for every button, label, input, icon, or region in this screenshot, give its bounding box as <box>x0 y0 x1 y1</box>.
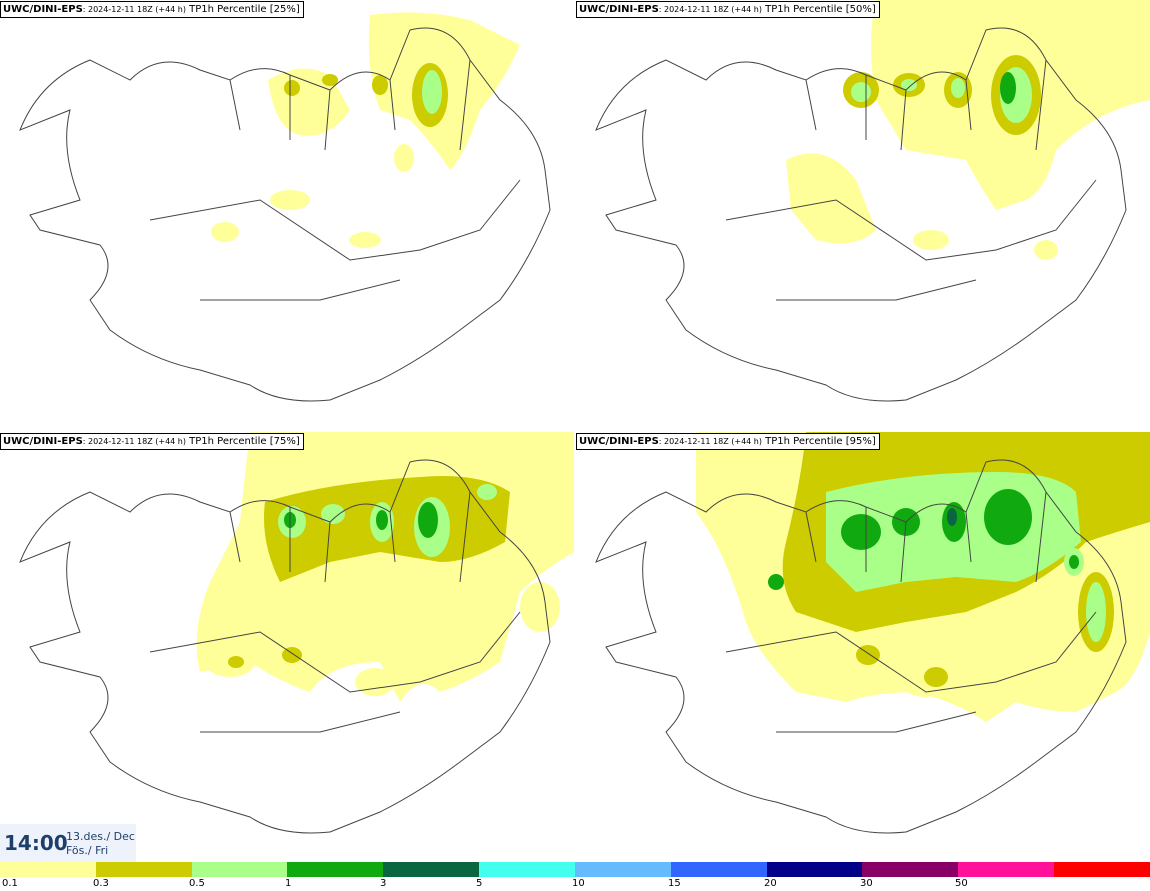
precip-fields <box>786 0 1150 260</box>
legend-label: 0.3 <box>93 878 109 889</box>
legend-swatch <box>670 862 767 877</box>
legend-label: 10 <box>572 878 585 889</box>
model-name: UWC/DINI-EPS <box>3 436 83 447</box>
map-panel-p25: UWC/DINI-EPS: 2024-12-11 18Z (+44 h) TP1… <box>0 0 574 430</box>
precip-map-p95 <box>595 432 1150 834</box>
panel-title-p25: UWC/DINI-EPS: 2024-12-11 18Z (+44 h) TP1… <box>0 1 304 18</box>
iceland-coastline <box>19 459 551 834</box>
precip-fields <box>211 12 520 248</box>
legend-labels: 0.1 0.3 0.5 1 3 5 10 15 20 30 50 <box>0 877 1150 891</box>
legend-label: 0.5 <box>189 878 205 889</box>
legend-swatch <box>191 862 288 877</box>
legend-swatch <box>287 862 384 877</box>
model-name: UWC/DINI-EPS <box>579 4 659 15</box>
legend-swatch <box>0 862 96 877</box>
field-name: TP1h Percentile [95%] <box>761 436 876 447</box>
legend-label: 20 <box>764 878 777 889</box>
legend-swatch <box>766 862 863 877</box>
model-name: UWC/DINI-EPS <box>579 436 659 447</box>
iceland-coastline <box>595 27 1127 402</box>
legend-swatch <box>958 862 1055 877</box>
legend-label: 50 <box>955 878 968 889</box>
legend-swatch <box>574 862 671 877</box>
run-info: : 2024-12-11 18Z (+44 h) <box>82 437 186 446</box>
precip-fields <box>196 432 574 702</box>
legend-color-bar <box>0 862 1150 877</box>
valid-time: 14:00 <box>4 831 68 855</box>
legend-label: 15 <box>668 878 681 889</box>
legend-label: 0.1 <box>2 878 18 889</box>
field-name: TP1h Percentile [50%] <box>761 4 876 15</box>
valid-date: 13.des./ Dec Fös./ Fri <box>66 830 135 858</box>
legend-label: 1 <box>285 878 292 889</box>
run-info: : 2024-12-11 18Z (+44 h) <box>658 437 762 446</box>
legend-swatch <box>862 862 959 877</box>
run-info: : 2024-12-11 18Z (+44 h) <box>82 5 186 14</box>
field-name: TP1h Percentile [75%] <box>185 436 300 447</box>
iceland-coastline <box>19 27 551 402</box>
legend-swatch <box>1054 862 1150 877</box>
color-legend: 0.1 0.3 0.5 1 3 5 10 15 20 30 50 <box>0 862 1150 891</box>
model-name: UWC/DINI-EPS <box>3 4 83 15</box>
map-panel-p95: UWC/DINI-EPS: 2024-12-11 18Z (+44 h) TP1… <box>576 432 1150 862</box>
legend-swatch <box>479 862 575 877</box>
legend-label: 5 <box>476 878 483 889</box>
precip-map-p75 <box>19 432 574 834</box>
valid-date-line1: 13.des./ Dec <box>66 830 135 843</box>
precip-map-p25 <box>19 12 551 402</box>
legend-label: 30 <box>860 878 873 889</box>
legend-swatch <box>95 862 192 877</box>
legend-label: 3 <box>380 878 387 889</box>
panel-title-p75: UWC/DINI-EPS: 2024-12-11 18Z (+44 h) TP1… <box>0 433 304 450</box>
precip-fields <box>696 432 1150 722</box>
iceland-coastline <box>595 459 1127 834</box>
precip-map-p50 <box>595 0 1150 402</box>
valid-date-line2: Fös./ Fri <box>66 844 109 857</box>
map-panel-p75: UWC/DINI-EPS: 2024-12-11 18Z (+44 h) TP1… <box>0 432 574 862</box>
legend-swatch <box>383 862 480 877</box>
panel-title-p95: UWC/DINI-EPS: 2024-12-11 18Z (+44 h) TP1… <box>576 433 880 450</box>
valid-time-box: 14:00 13.des./ Dec Fös./ Fri <box>0 824 136 862</box>
panel-title-p50: UWC/DINI-EPS: 2024-12-11 18Z (+44 h) TP1… <box>576 1 880 18</box>
field-name: TP1h Percentile [25%] <box>185 4 300 15</box>
map-panel-p50: UWC/DINI-EPS: 2024-12-11 18Z (+44 h) TP1… <box>576 0 1150 430</box>
run-info: : 2024-12-11 18Z (+44 h) <box>658 5 762 14</box>
